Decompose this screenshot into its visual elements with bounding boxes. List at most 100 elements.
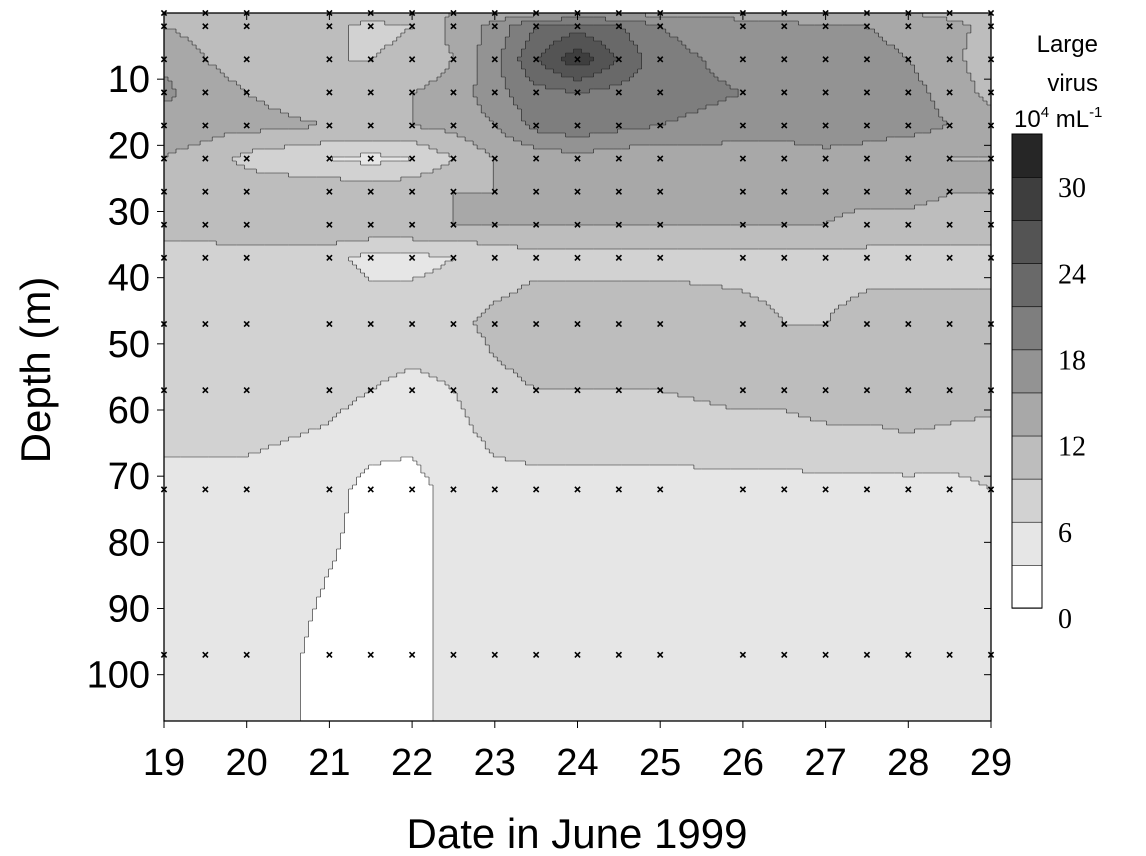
contour-cell [641,65,707,70]
sample-marker [657,122,664,129]
contour-cell [914,429,991,434]
contour-cell [172,97,257,102]
contour-cell [489,305,771,310]
contour-cell [593,37,631,42]
contour-cell [432,505,991,510]
sample-marker [946,651,953,658]
contour-cell [886,137,991,142]
sample-marker [863,89,871,96]
sample-marker [532,221,540,228]
contour-cell [380,161,450,166]
contour-cell [348,505,434,510]
contour-cell [705,65,916,70]
contour-cell [537,25,623,30]
contour-cell [348,49,382,54]
contour-cell [164,49,201,54]
contour-cell [521,285,723,290]
contour-cell [164,293,510,298]
contour-cell [432,569,991,574]
contour-cell [505,133,567,138]
contour-cell [432,613,991,618]
contour-cell [950,157,991,162]
contour-cell [164,185,494,190]
contour-cell [629,77,719,82]
contour-cell [493,185,991,190]
contour-cell [505,41,526,46]
contour-cell [164,629,310,634]
contour-cell [738,93,932,98]
contour-cell [970,25,991,30]
contour-cell [621,25,663,30]
contour-cell [718,101,936,106]
contour-cell [485,441,991,446]
contour-cell [629,145,823,150]
contour-cell [164,89,177,94]
sample-marker [326,254,333,261]
contour-cell [533,145,631,150]
contour-cell [477,57,502,62]
contour-cell [216,241,338,246]
contour-cell [432,493,991,498]
sample-marker [574,486,581,493]
contour-cell [164,469,366,474]
contour-cell [778,313,832,318]
contour-cell [320,141,418,146]
sample-marker [450,320,457,328]
sample-marker [491,56,498,63]
contour-cell [934,105,991,110]
contour-cell [164,237,370,242]
sample-marker [574,651,581,658]
contour-cell [432,545,991,550]
contour-cell [164,417,334,422]
contour-cell [300,681,434,686]
contour-cell [164,65,217,70]
sample-marker [243,254,250,261]
contour-cell [453,209,856,214]
x-tick-label: 20 [226,742,268,784]
contour-cell [204,57,350,62]
contour-cell [164,561,334,566]
contour-cell [164,285,522,290]
sample-marker [367,188,374,195]
contour-cell [930,93,980,98]
contour-cell [605,17,735,22]
contour-cell [529,125,651,130]
contour-cell [874,29,972,34]
sample-marker [615,386,623,394]
contour-cell [380,461,418,466]
contour-cell [489,449,991,454]
contour-cell [453,53,478,58]
contour-cell [445,21,490,26]
sample-marker [243,155,250,162]
contour-cell [164,305,490,310]
contour-cell [424,273,991,278]
contour-cell [164,101,265,106]
sample-marker [408,155,416,162]
contour-cell [481,33,510,38]
contour-cell [517,245,868,250]
contour-cell [617,57,643,62]
contour-cell [501,297,759,302]
contour-cell [164,545,342,550]
contour-cell [477,241,991,246]
contour-cell [549,45,607,50]
contour-cell [677,37,884,42]
contour-cell [164,597,318,602]
contour-cell [308,429,474,434]
contour-cell [420,369,514,374]
contour-cell [164,461,382,466]
contour-cell [164,377,390,382]
contour-cell [412,277,991,282]
sample-marker [946,486,953,493]
contour-cell [593,149,991,154]
contour-cell [477,325,991,330]
contour-cell [477,81,506,86]
x-tick-label: 23 [474,742,516,784]
contour-cell [164,529,346,534]
sample-marker [450,23,457,30]
contour-cell [164,161,237,166]
sample-marker [863,221,871,228]
colorbar-swatch [1011,349,1043,394]
contour-cell [288,437,482,442]
sample-marker [574,188,581,195]
